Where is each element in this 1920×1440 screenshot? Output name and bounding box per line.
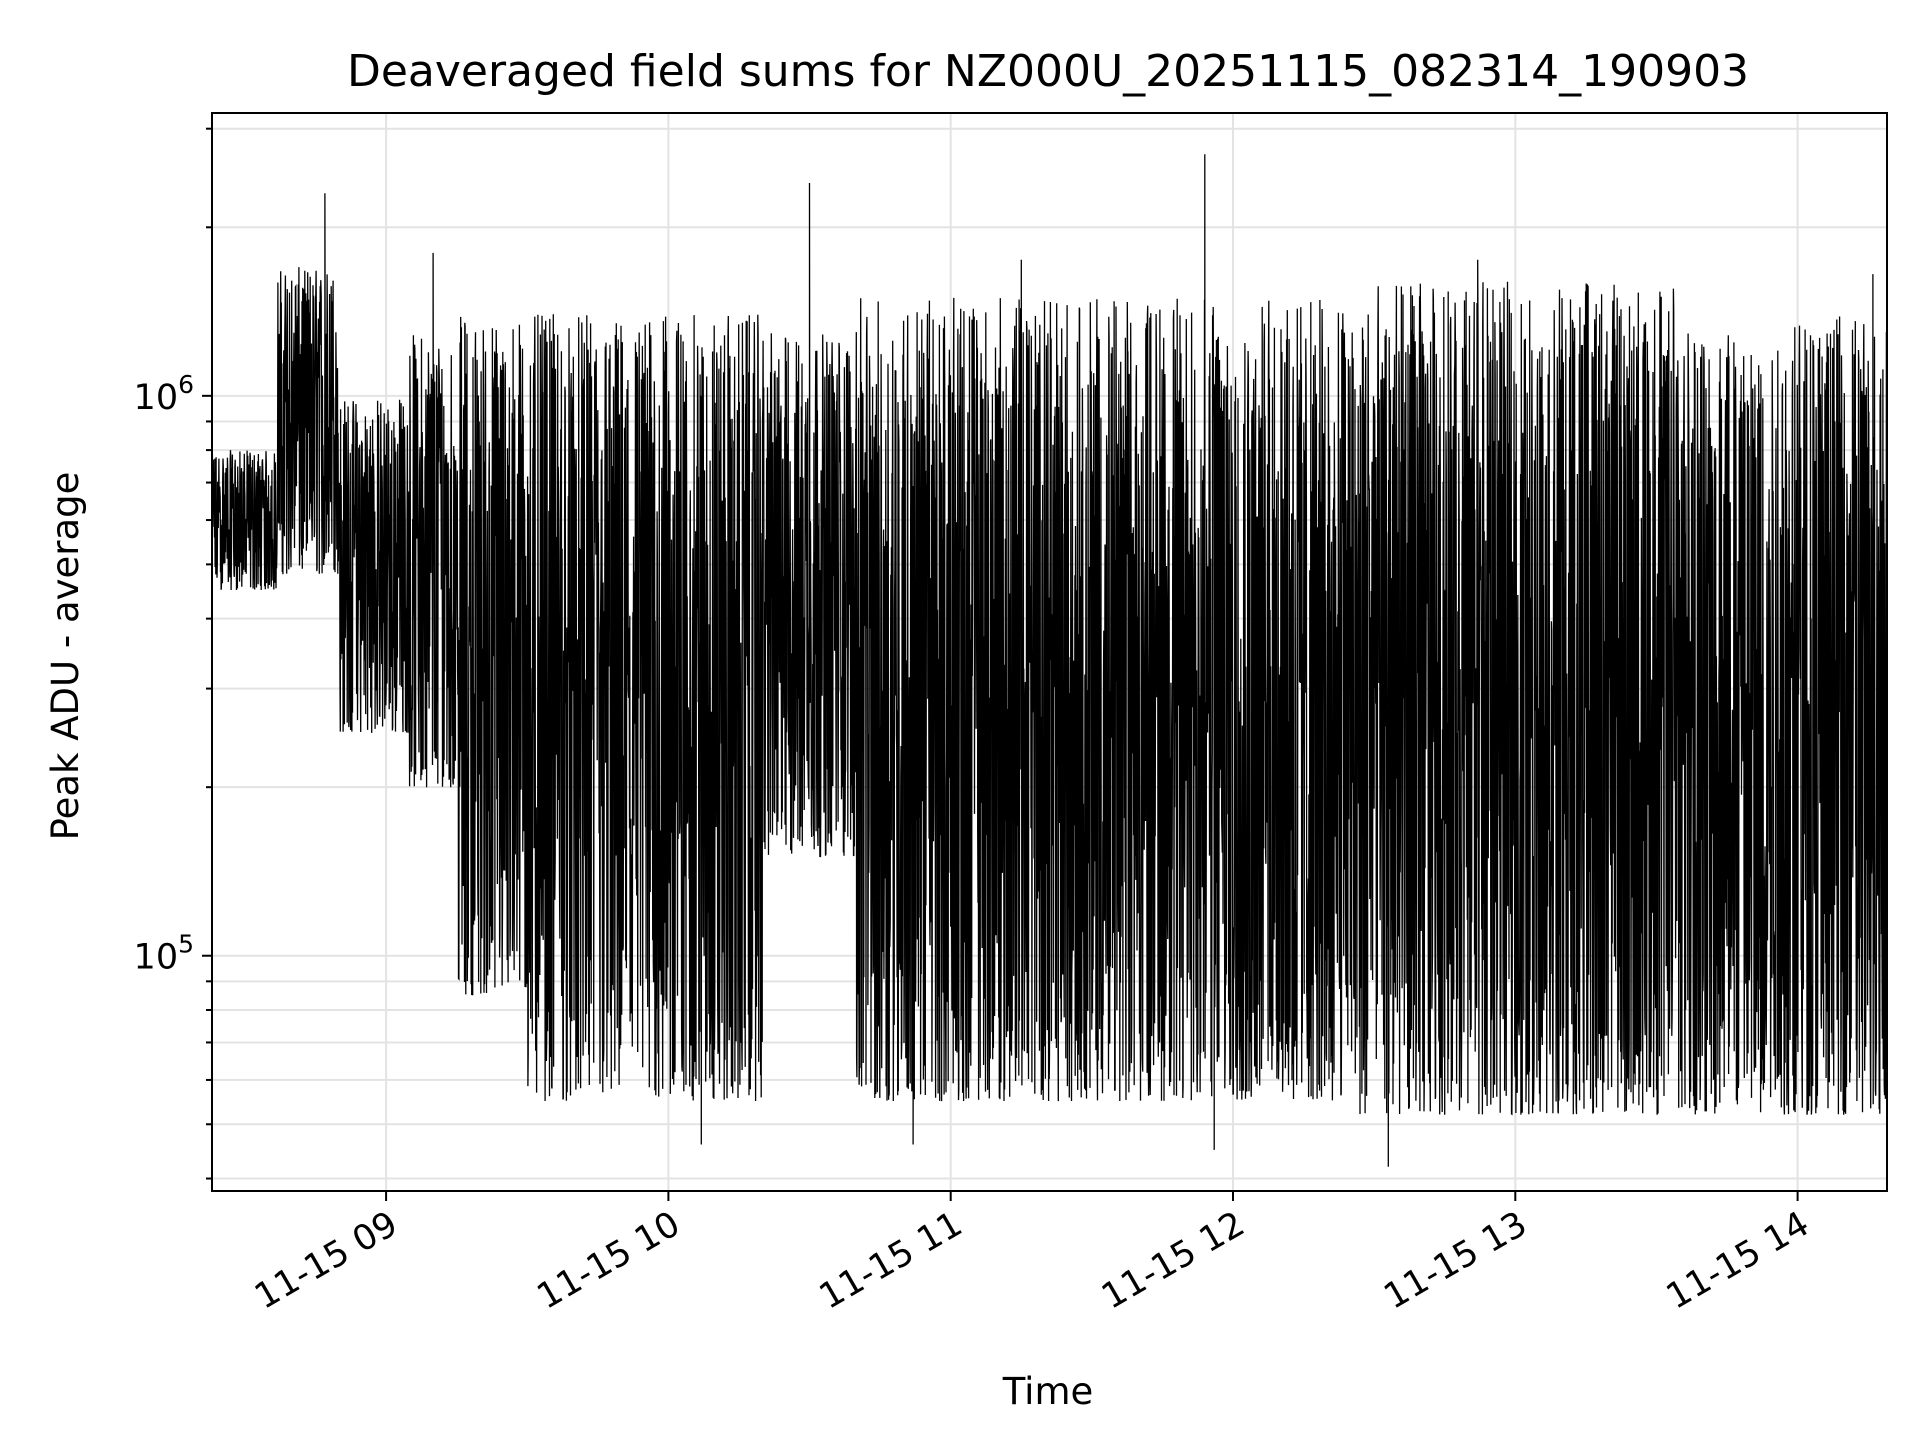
y-tick-label: 106	[134, 370, 194, 418]
y-tick-exponent: 6	[178, 370, 194, 399]
y-axis-label: Peak ADU - average	[44, 472, 87, 841]
y-tick-label: 105	[134, 930, 194, 978]
y-tick-base: 10	[134, 378, 179, 418]
series-line	[212, 154, 1887, 1167]
plot-frame	[211, 112, 1888, 1192]
y-tick-exponent: 5	[178, 930, 194, 959]
chart-title: Deaveraged field sums for NZ000U_2025111…	[347, 46, 1749, 97]
x-axis-label: Time	[1002, 1370, 1094, 1413]
y-tick-base: 10	[134, 938, 179, 978]
series-group	[212, 154, 1887, 1167]
